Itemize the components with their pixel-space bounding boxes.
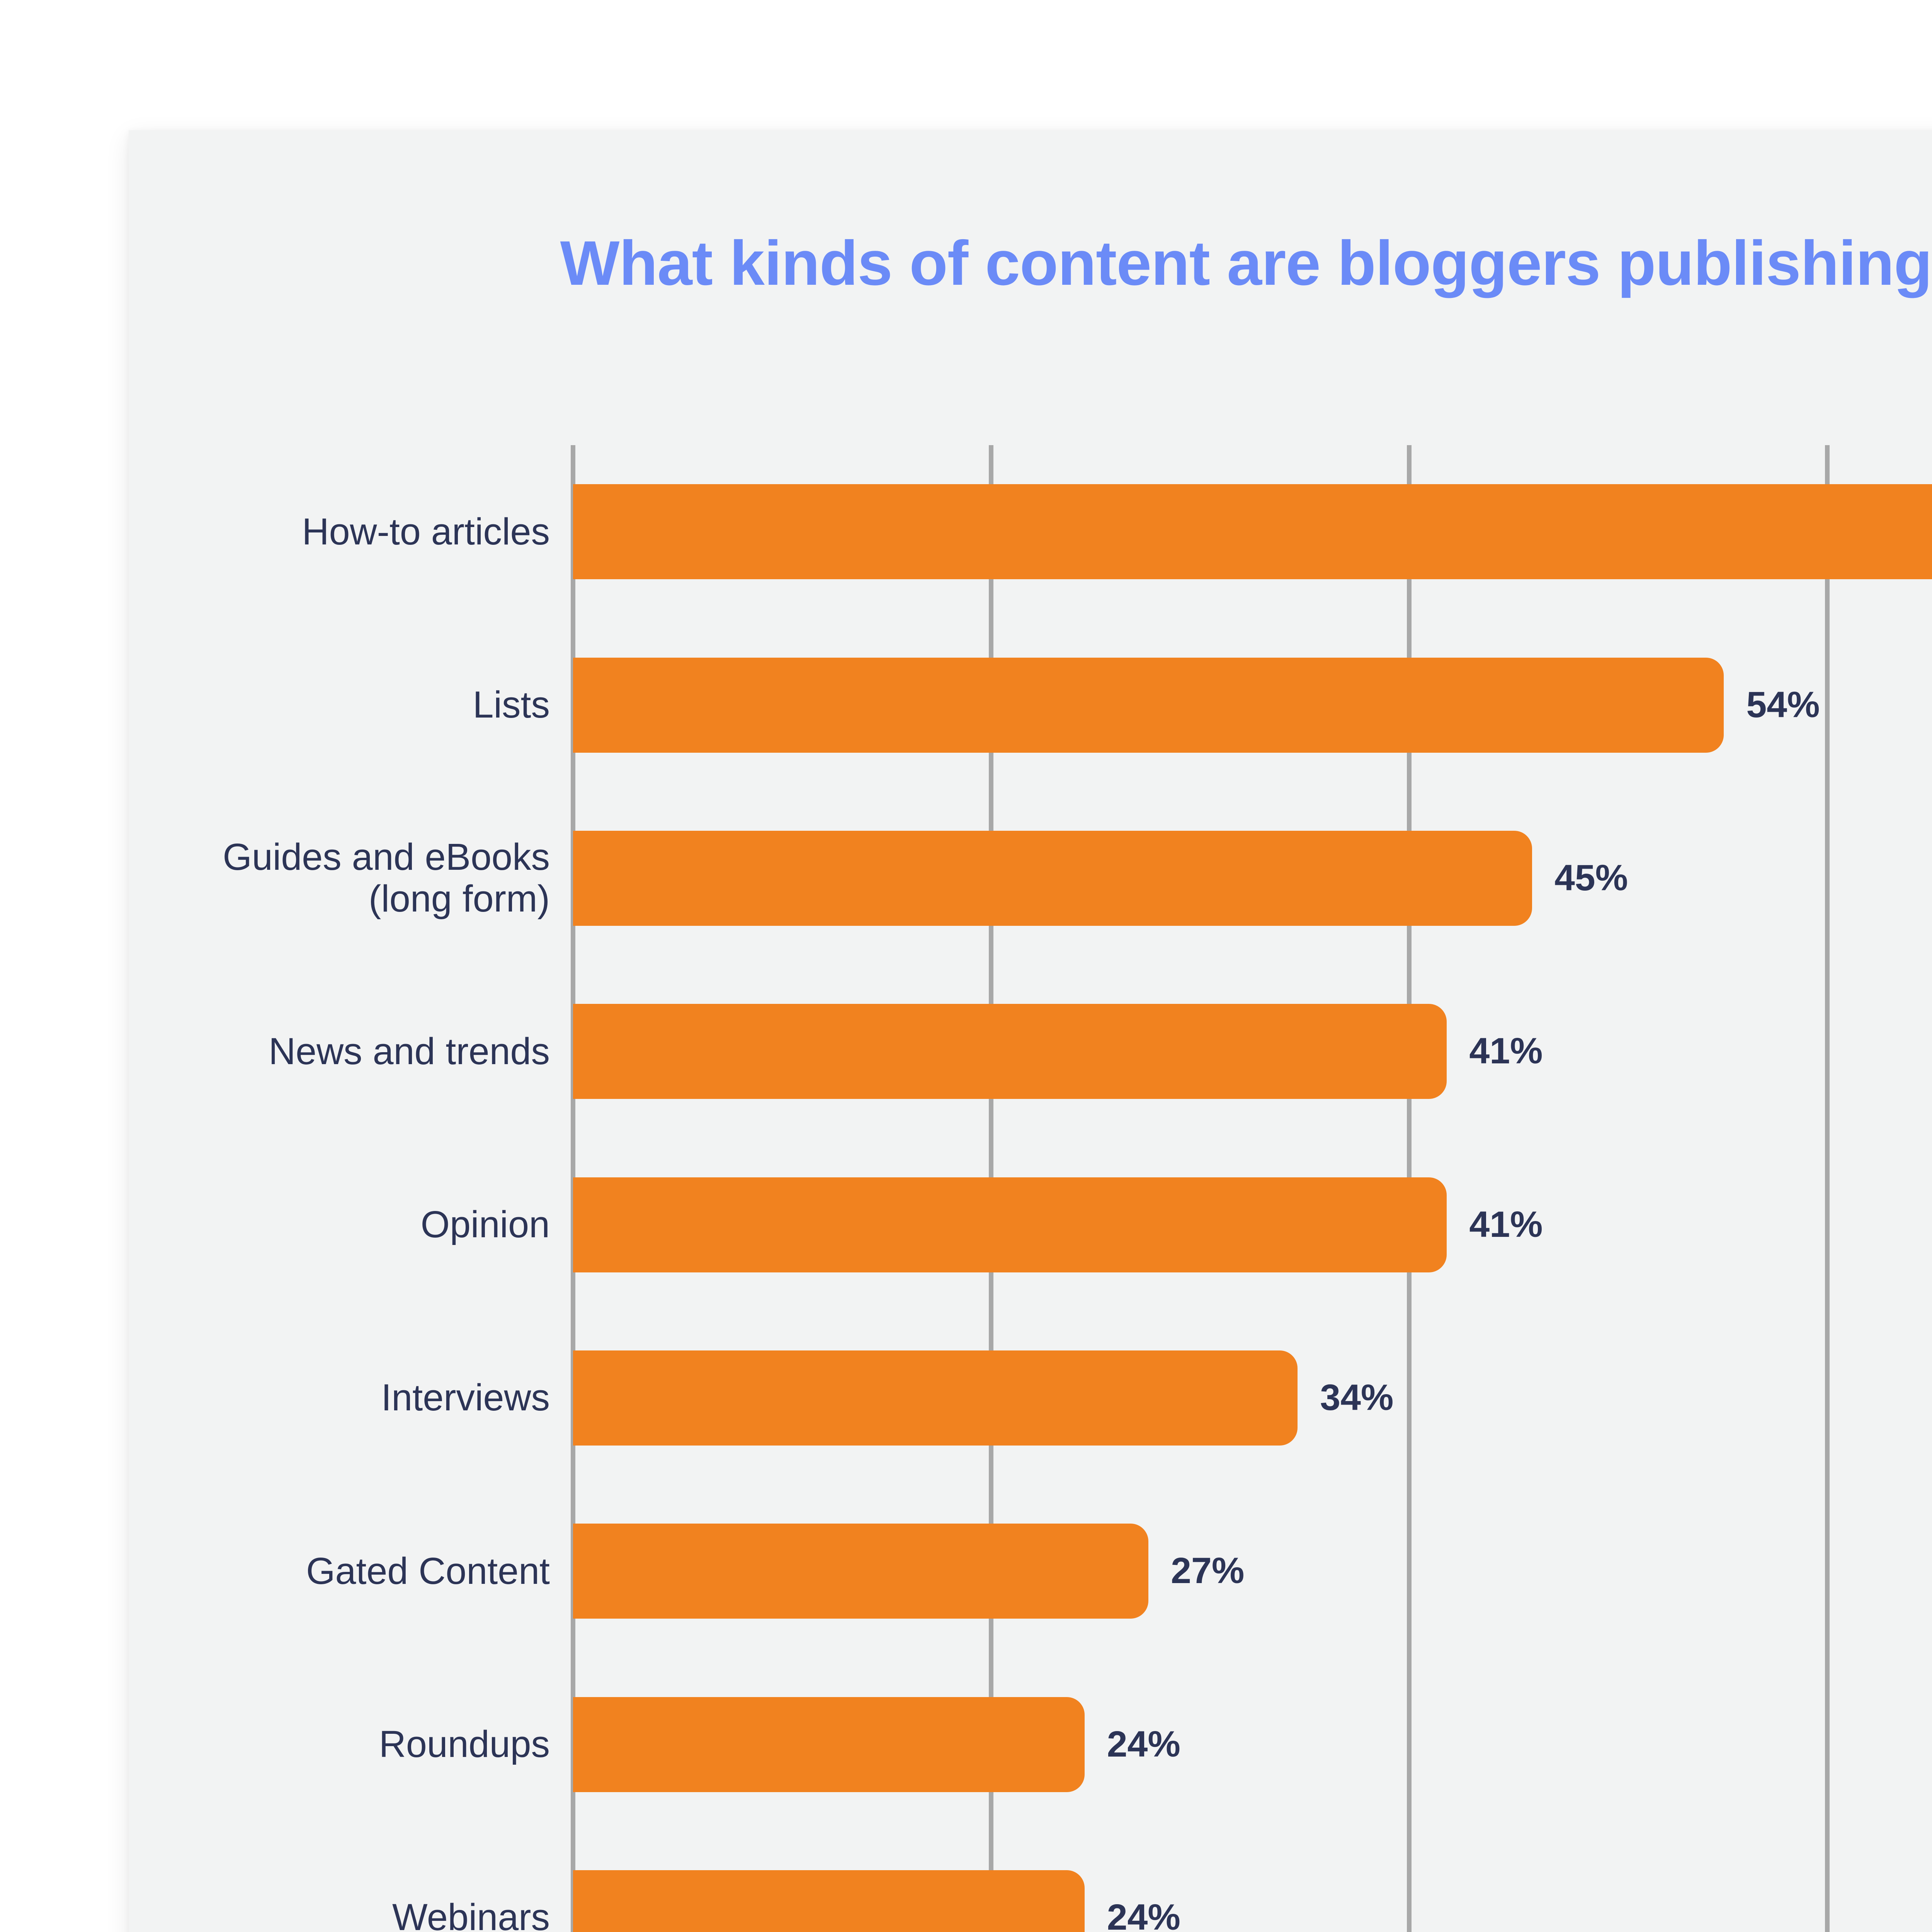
bar-value-label: 41%: [1469, 1204, 1543, 1245]
bar-value-label: 27%: [1171, 1550, 1245, 1592]
plot-area: 76%54%45%41%41%34%27%24%24%: [571, 445, 1932, 1932]
y-axis-category-label: Interviews: [381, 1376, 550, 1419]
bar[interactable]: [573, 1004, 1447, 1099]
y-axis-category-label: Gated Content: [306, 1549, 550, 1592]
bar-value-label: 41%: [1469, 1031, 1543, 1072]
bar-value-label: 54%: [1746, 684, 1820, 725]
bar[interactable]: [573, 657, 1724, 753]
y-axis-category-label: Guides and eBooks (long form): [223, 835, 550, 920]
y-axis-category-label: Lists: [473, 684, 550, 726]
bar[interactable]: [573, 1870, 1085, 1932]
y-axis-category-label: News and trends: [269, 1030, 550, 1072]
bar-value-label: 34%: [1320, 1377, 1394, 1418]
bar-value-label: 45%: [1554, 857, 1628, 898]
bar[interactable]: [573, 1177, 1447, 1272]
bar[interactable]: [573, 1524, 1149, 1619]
chart-card: What kinds of content are bloggers publi…: [129, 130, 1932, 1932]
y-axis-category-label: Roundups: [379, 1723, 550, 1765]
bar-value-label: 24%: [1107, 1723, 1180, 1765]
bar[interactable]: [573, 830, 1532, 926]
y-axis-category-label: Webinars: [392, 1896, 550, 1932]
bar[interactable]: [573, 484, 1932, 580]
y-axis-category-label: Opinion: [420, 1203, 550, 1245]
y-axis-labels: How-to articles Lists Guides and eBooks (lo…: [129, 445, 550, 1932]
y-axis-category-label: How-to articles: [302, 510, 550, 553]
gridline-60: [1825, 445, 1830, 1932]
bar[interactable]: [573, 1697, 1085, 1792]
chart-title: What kinds of content are bloggers publi…: [560, 228, 1932, 298]
bar-value-label: 24%: [1107, 1896, 1180, 1932]
bar[interactable]: [573, 1350, 1298, 1446]
